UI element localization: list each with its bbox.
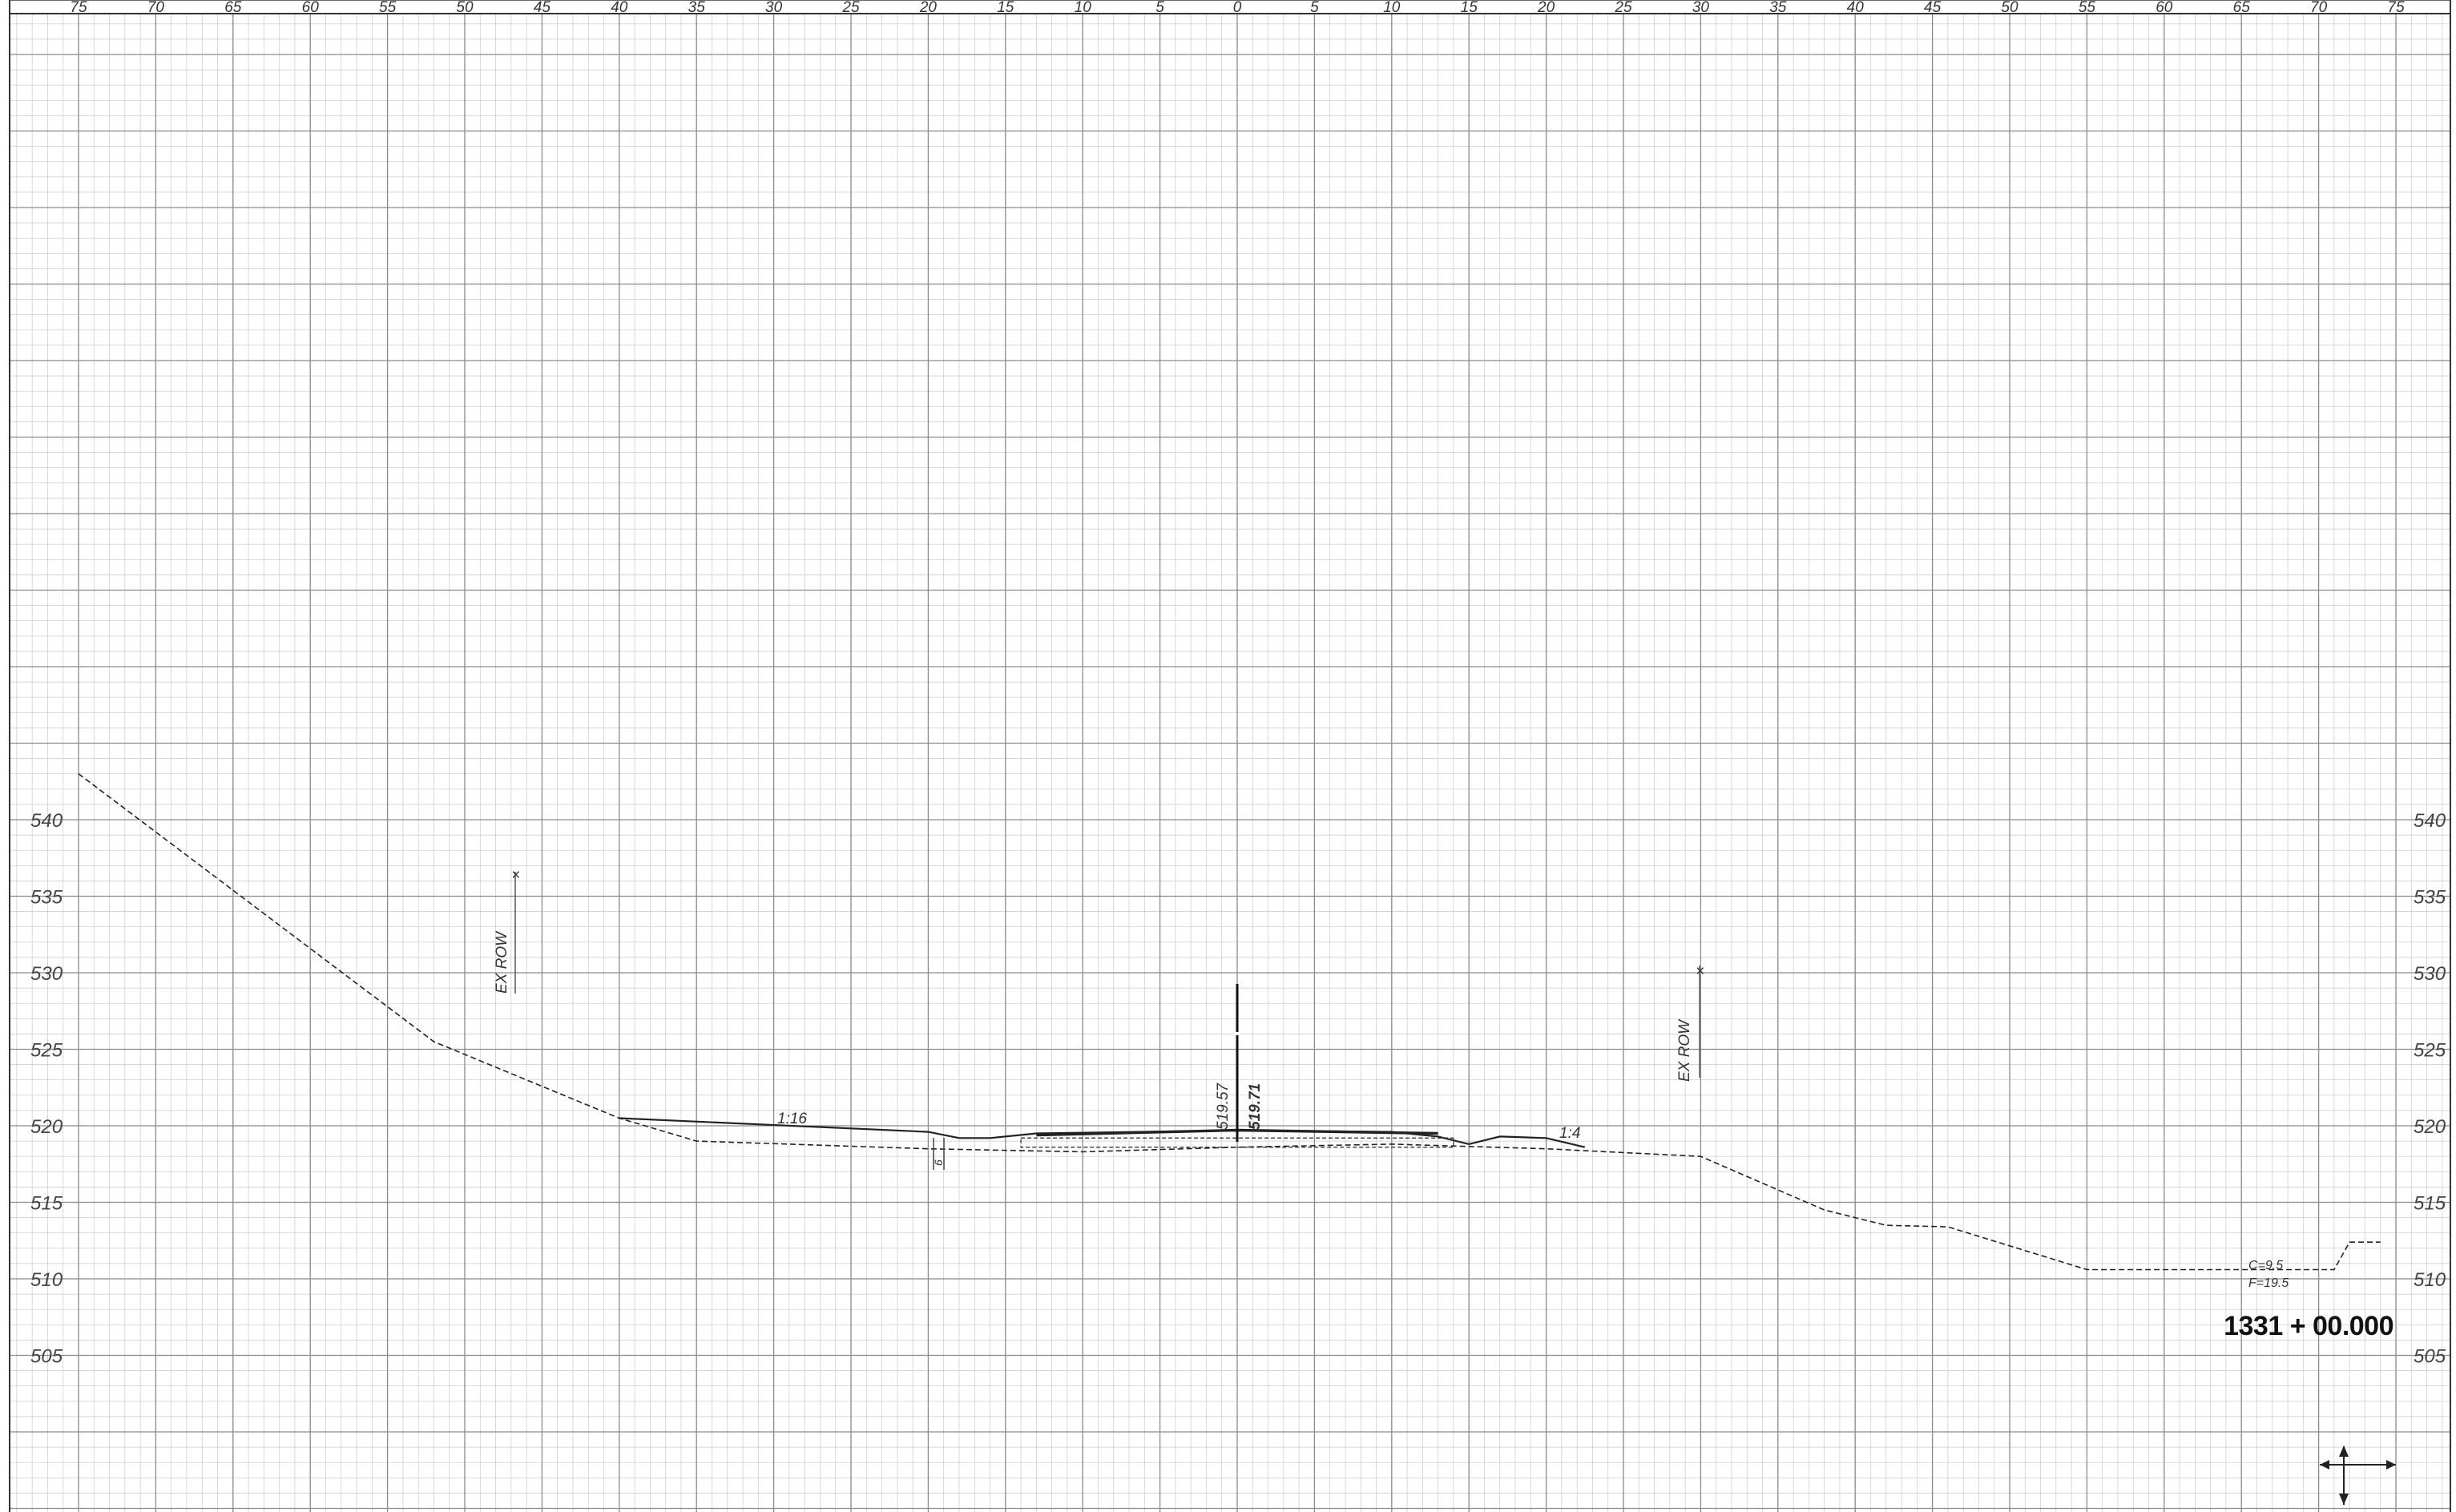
left-slope-label: 1:16 xyxy=(777,1111,807,1127)
offset-tick-label: 10 xyxy=(1383,0,1401,16)
offset-tick-label: 25 xyxy=(1614,0,1632,16)
major-grid xyxy=(9,0,2451,1512)
elevation-label-finished: 519.57 xyxy=(1215,1082,1232,1130)
offset-tick-label: 60 xyxy=(302,0,320,16)
offset-tick-label: 0 xyxy=(1233,0,1242,16)
svg-text:×: × xyxy=(511,867,520,884)
offset-tick-label: 45 xyxy=(1924,0,1942,16)
offset-tick-labels: 75 70 65 60 55 50 45 40 35 30 25 20 15 10 5 0 5 10 15 20 25 3… xyxy=(70,0,2405,16)
offset-tick-label: 40 xyxy=(1847,0,1865,16)
elevation-label-design: 519.71 xyxy=(1247,1083,1264,1130)
elevation-tick-label: 510 xyxy=(2414,1269,2446,1291)
elevation-tick-label: 505 xyxy=(30,1346,63,1368)
offset-tick-label: 75 xyxy=(70,0,87,16)
elevation-tick-labels-left: 540 535 530 525 520 515 510 505 xyxy=(30,810,63,1368)
offset-tick-label: 40 xyxy=(611,0,628,16)
left-ditch-marker: 6 xyxy=(932,1138,945,1170)
offset-tick-label: 60 xyxy=(2156,0,2173,16)
offset-tick-label: 50 xyxy=(2001,0,2018,16)
elevation-tick-label: 525 xyxy=(30,1040,63,1062)
offset-tick-label: 20 xyxy=(919,0,938,16)
offset-tick-label: 45 xyxy=(534,0,551,16)
elevation-tick-label: 530 xyxy=(30,963,63,985)
elevation-tick-label: 540 xyxy=(2414,810,2446,832)
elevation-tick-label: 530 xyxy=(2414,963,2446,985)
offset-tick-label: 30 xyxy=(1692,0,1710,16)
offset-tick-label: 5 xyxy=(1310,0,1319,16)
station-label: 1331 + 00.000 xyxy=(2224,1311,2393,1341)
elevation-tick-label: 540 xyxy=(30,810,63,832)
right-row-label: EX ROW xyxy=(1676,1018,1693,1082)
offset-tick-label: 35 xyxy=(688,0,706,16)
existing-ground-line xyxy=(78,773,2381,1271)
elevation-tick-label: 510 xyxy=(30,1269,63,1291)
north-arrow-icon xyxy=(2320,1445,2396,1505)
right-row-marker: × xyxy=(1696,963,1704,1078)
elevation-tick-label: 525 xyxy=(2414,1040,2446,1062)
offset-tick-label: 70 xyxy=(147,0,165,16)
offset-tick-label: 30 xyxy=(765,0,783,16)
elevation-tick-label: 520 xyxy=(2414,1116,2446,1138)
elevation-tick-label: 505 xyxy=(2414,1346,2446,1368)
fill-label: F=19.5 xyxy=(2248,1276,2289,1290)
offset-tick-label: 55 xyxy=(2079,0,2096,16)
offset-tick-label: 25 xyxy=(841,0,860,16)
offset-tick-label: 75 xyxy=(2387,0,2405,16)
offset-tick-label: 20 xyxy=(1537,0,1555,16)
offset-tick-label: 5 xyxy=(1155,0,1164,16)
offset-tick-label: 70 xyxy=(2310,0,2328,16)
cut-label: C=9.5 xyxy=(2248,1259,2283,1272)
offset-tick-label: 55 xyxy=(379,0,397,16)
offset-tick-label: 35 xyxy=(1769,0,1787,16)
elevation-tick-label: 515 xyxy=(30,1193,63,1215)
elevation-tick-labels-right: 540 535 530 525 520 515 510 505 xyxy=(2414,810,2446,1368)
offset-tick-label: 50 xyxy=(456,0,474,16)
offset-tick-label: 15 xyxy=(1461,0,1478,16)
right-slope-label: 1:4 xyxy=(1559,1125,1580,1142)
offset-tick-label: 15 xyxy=(997,0,1014,16)
elevation-tick-label: 520 xyxy=(30,1116,63,1138)
left-row-label: EX ROW xyxy=(494,930,510,994)
offset-tick-label: 65 xyxy=(2233,0,2251,16)
elevation-tick-label: 535 xyxy=(2414,887,2446,909)
elevation-tick-label: 515 xyxy=(2414,1193,2446,1215)
offset-tick-label: 10 xyxy=(1075,0,1092,16)
svg-text:×: × xyxy=(1696,963,1704,980)
offset-tick-label: 65 xyxy=(224,0,242,16)
left-row-marker: × xyxy=(511,867,520,994)
left-ditch-label: 6 xyxy=(932,1159,945,1166)
elevation-tick-label: 535 xyxy=(30,887,63,909)
minor-grid xyxy=(10,14,2450,1512)
